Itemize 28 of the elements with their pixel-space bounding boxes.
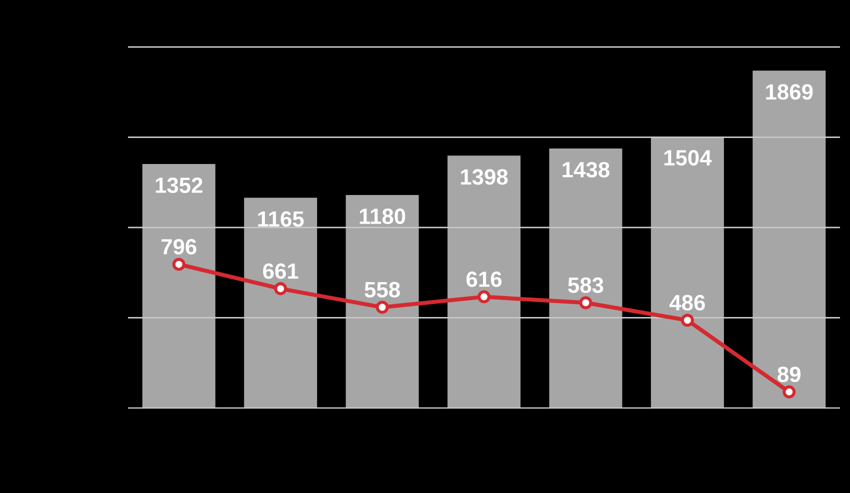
point: [579, 296, 592, 310]
data-label: 1180: [360, 208, 406, 224]
point: [782, 385, 796, 398]
point: [478, 290, 491, 304]
data-label: 1438: [562, 162, 610, 178]
data-label: 583: [568, 277, 604, 293]
data-label: 486: [669, 294, 705, 310]
data-label: 89: [778, 366, 801, 382]
data-label: 1165: [258, 211, 304, 227]
bar: [448, 156, 521, 408]
bar: [650, 136, 724, 408]
point: [172, 258, 186, 271]
bar: [142, 164, 216, 408]
bar: [752, 70, 826, 408]
data-label: 661: [263, 263, 298, 279]
data-label: 558: [364, 282, 400, 298]
data-label: 1352: [156, 177, 202, 194]
bar: [244, 198, 318, 408]
data-label: 616: [466, 271, 502, 287]
data-label: 796: [162, 238, 196, 255]
point: [274, 282, 288, 296]
point: [680, 314, 694, 327]
data-label: 1869: [766, 84, 813, 100]
data-label: 1504: [664, 150, 712, 166]
bar: [346, 195, 419, 408]
point: [376, 300, 389, 314]
bar: [549, 148, 622, 408]
data-label: 1398: [461, 169, 508, 185]
